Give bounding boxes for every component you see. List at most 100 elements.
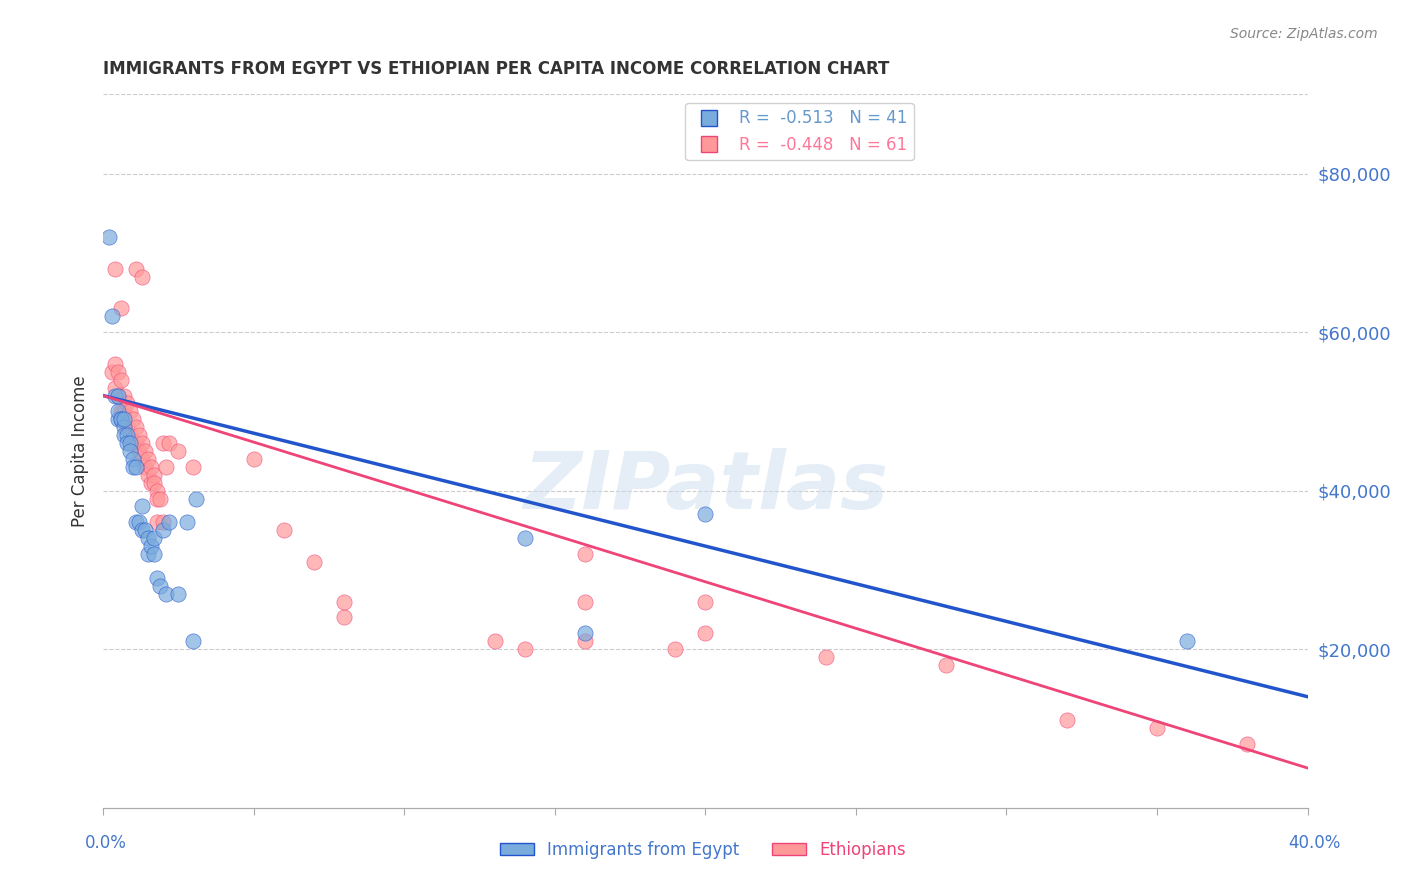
Point (574, 634, 596, 648)
Point (146, 571, 169, 585)
Point (131, 500, 153, 514)
Point (152, 436, 174, 450)
Point (143, 467, 166, 482)
Point (131, 452, 153, 467)
Point (112, 420, 135, 434)
Point (152, 523, 174, 537)
Point (183, 459, 205, 474)
Point (122, 452, 145, 467)
Point (131, 269, 153, 284)
Point (107, 388, 129, 402)
Point (110, 301, 132, 316)
Point (695, 594, 717, 608)
Point (176, 516, 198, 530)
Point (1175, 634, 1198, 648)
Point (141, 459, 163, 474)
Point (104, 261, 127, 276)
Point (125, 459, 148, 474)
Point (146, 516, 169, 530)
Point (128, 516, 150, 530)
Point (136, 452, 159, 467)
Point (333, 594, 356, 608)
Point (110, 412, 132, 426)
Point (104, 388, 127, 402)
Point (149, 579, 172, 593)
Point (122, 436, 145, 450)
Point (101, 365, 124, 379)
Point (242, 452, 264, 467)
Point (141, 475, 163, 490)
Point (1146, 722, 1168, 736)
Point (146, 491, 169, 506)
Point (104, 381, 127, 395)
Point (152, 516, 174, 530)
Point (814, 650, 837, 665)
Point (695, 508, 717, 522)
Point (574, 594, 596, 608)
Point (134, 459, 156, 474)
Point (115, 428, 138, 442)
Point (98, 230, 121, 244)
Point (107, 365, 129, 379)
Point (574, 547, 596, 561)
Point (157, 436, 180, 450)
Text: 0.0%: 0.0% (84, 834, 127, 852)
Point (574, 626, 596, 640)
Point (186, 491, 208, 506)
Point (146, 483, 169, 498)
Point (513, 642, 536, 657)
Point (935, 657, 957, 672)
Point (115, 436, 138, 450)
Point (183, 634, 205, 648)
Point (302, 555, 325, 569)
Point (110, 373, 132, 387)
Point (128, 444, 150, 458)
Point (122, 412, 145, 426)
Point (136, 547, 159, 561)
Point (120, 436, 142, 450)
Point (115, 396, 138, 410)
Point (131, 523, 153, 537)
Point (120, 404, 142, 418)
Point (155, 587, 177, 601)
Point (101, 310, 124, 324)
Point (125, 420, 148, 434)
Legend: R =  -0.513   N = 41, R =  -0.448   N = 61: R = -0.513 N = 41, R = -0.448 N = 61 (685, 103, 914, 161)
Point (134, 444, 156, 458)
Point (122, 459, 145, 474)
Point (120, 444, 142, 458)
Point (513, 531, 536, 545)
Point (110, 412, 132, 426)
Text: Source: ZipAtlas.com: Source: ZipAtlas.com (1230, 27, 1378, 41)
Point (125, 261, 148, 276)
Point (110, 404, 132, 418)
Point (484, 634, 506, 648)
Point (141, 539, 163, 553)
Point (107, 412, 129, 426)
Point (143, 475, 166, 490)
Point (107, 388, 129, 402)
Point (112, 404, 135, 418)
Point (155, 459, 177, 474)
Text: 40.0%: 40.0% (1288, 834, 1341, 852)
Point (143, 531, 166, 545)
Point (134, 523, 156, 537)
Point (695, 626, 717, 640)
Point (333, 610, 356, 624)
Point (1056, 714, 1078, 728)
Point (664, 642, 686, 657)
Point (157, 516, 180, 530)
Point (167, 444, 190, 458)
Point (104, 357, 127, 371)
Point (167, 587, 190, 601)
Point (125, 516, 148, 530)
Point (120, 428, 142, 442)
Point (128, 428, 150, 442)
Point (136, 531, 159, 545)
Point (125, 436, 148, 450)
Point (112, 412, 135, 426)
Point (115, 420, 138, 434)
Point (112, 388, 135, 402)
Point (112, 428, 135, 442)
Text: ZIPatlas: ZIPatlas (523, 448, 887, 525)
